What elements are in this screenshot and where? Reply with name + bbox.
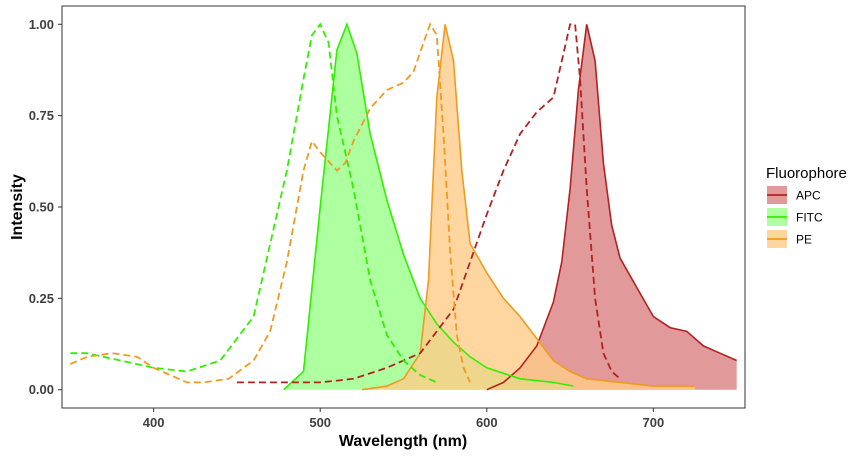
emission-line-pe bbox=[361, 24, 695, 391]
y-tick-label: 1.00 bbox=[29, 17, 54, 32]
emission-line-apc bbox=[486, 24, 738, 391]
x-tick-label: 700 bbox=[643, 415, 665, 430]
y-tick-label: 0.00 bbox=[29, 382, 54, 397]
legend-label-pe: PE bbox=[796, 233, 812, 247]
y-axis-title: Intensity bbox=[9, 174, 26, 240]
emission-area-pe bbox=[361, 24, 695, 390]
legend-title: Fluorophore bbox=[766, 165, 847, 182]
y-tick-label: 0.50 bbox=[29, 200, 54, 215]
y-tick-label: 0.75 bbox=[29, 108, 54, 123]
x-axis: 400 500 600 700 bbox=[143, 408, 664, 430]
legend-label-fitc: FITC bbox=[796, 211, 823, 225]
excitation-line-fitc bbox=[70, 22, 438, 384]
emission-area-apc bbox=[486, 24, 737, 390]
excitation-line-pe bbox=[69, 22, 471, 384]
x-tick-label: 600 bbox=[476, 415, 498, 430]
excitation-line-apc bbox=[236, 23, 621, 384]
plot-area bbox=[69, 21, 738, 391]
y-axis: 0.00 0.25 0.50 0.75 1.00 bbox=[29, 17, 62, 397]
x-tick-label: 500 bbox=[309, 415, 331, 430]
legend: Fluorophore APC FITC PE bbox=[766, 165, 847, 248]
y-tick-label: 0.25 bbox=[29, 291, 54, 306]
x-axis-title: Wavelength (nm) bbox=[339, 433, 467, 450]
emission-area-fitc bbox=[283, 24, 574, 390]
legend-label-apc: APC bbox=[796, 189, 821, 203]
x-tick-label: 400 bbox=[143, 415, 165, 430]
emission-line-fitc bbox=[283, 21, 574, 391]
